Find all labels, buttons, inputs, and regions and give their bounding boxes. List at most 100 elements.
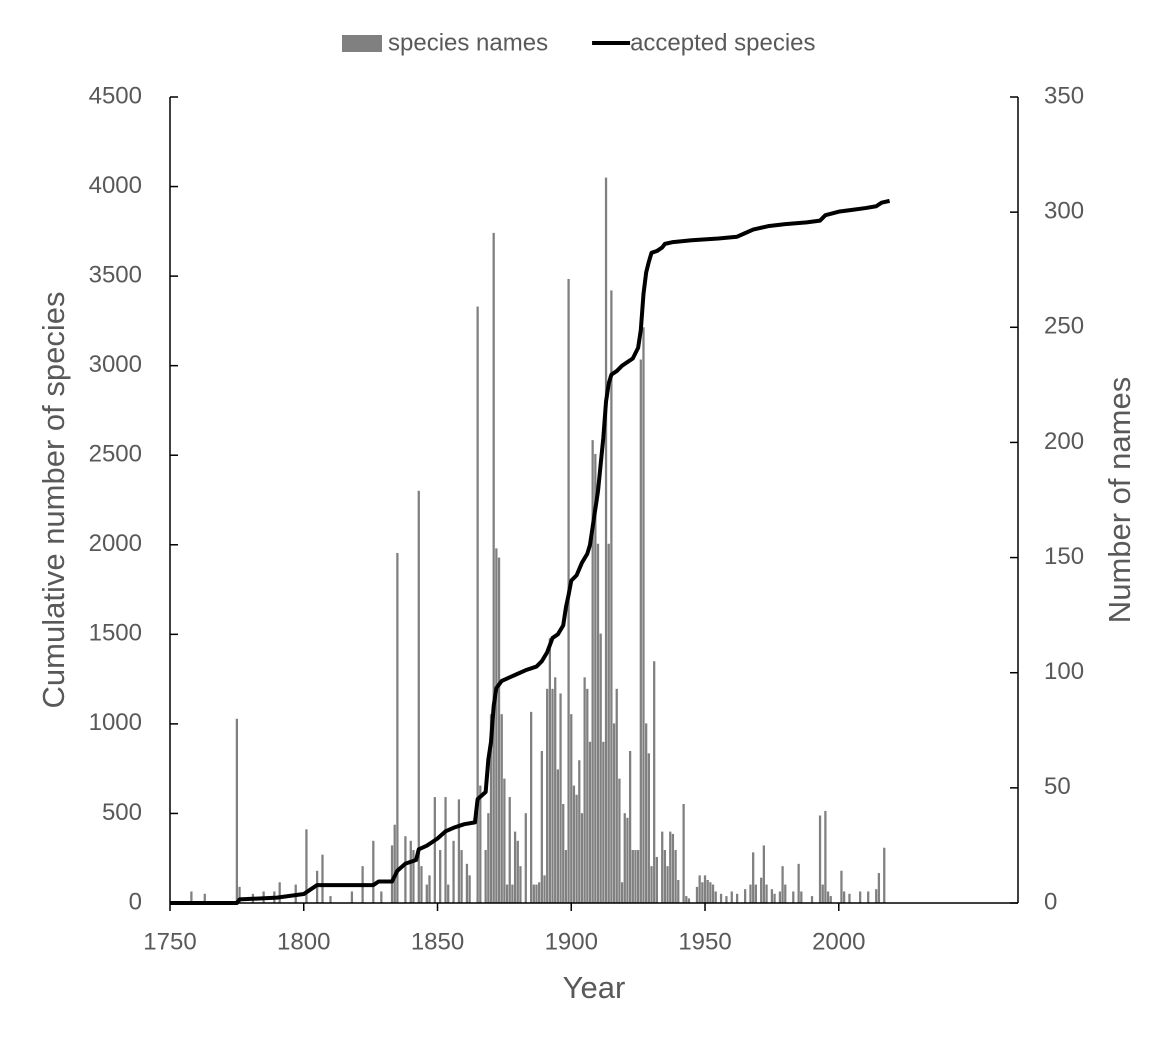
line	[170, 198, 891, 905]
bar	[848, 893, 851, 903]
bar	[420, 866, 423, 903]
bar	[615, 688, 618, 903]
x-tick-label: 1950	[678, 928, 731, 955]
bar	[671, 833, 675, 903]
bar	[556, 769, 560, 903]
bar	[620, 882, 624, 903]
bar	[235, 718, 239, 903]
bar	[575, 794, 578, 903]
bar	[487, 813, 490, 903]
bar	[519, 866, 522, 903]
bar	[709, 882, 712, 903]
bar	[883, 847, 886, 903]
bar	[637, 850, 640, 903]
bar	[564, 850, 568, 903]
bar	[626, 817, 629, 903]
bar	[583, 677, 586, 903]
bar	[532, 884, 535, 903]
bar	[859, 891, 862, 903]
bar	[489, 714, 493, 903]
bar	[476, 306, 479, 903]
bar	[634, 850, 637, 903]
bar	[735, 893, 739, 903]
legend-swatch	[342, 35, 382, 52]
bar	[867, 891, 870, 903]
bar	[674, 850, 677, 903]
bar	[586, 688, 589, 903]
y-tick-label: 500	[102, 799, 142, 826]
y-tick-label: 3000	[89, 351, 142, 378]
bar	[468, 875, 471, 903]
bar	[818, 815, 822, 903]
bar	[711, 884, 715, 903]
y2-tick-label: 50	[1044, 773, 1071, 800]
bar	[439, 850, 442, 903]
bar	[535, 884, 538, 903]
bar	[425, 884, 428, 903]
bar	[685, 896, 688, 903]
bar	[596, 543, 600, 903]
bar	[484, 850, 487, 903]
bar	[669, 831, 672, 903]
bar	[543, 875, 546, 903]
bar	[647, 753, 650, 903]
bar	[396, 552, 399, 903]
bar	[752, 852, 755, 903]
bar	[877, 873, 881, 903]
bar	[372, 840, 375, 903]
bar	[610, 290, 613, 903]
bar	[744, 889, 747, 903]
bar	[562, 803, 565, 903]
bar	[321, 854, 324, 903]
x-tick-label: 1750	[143, 928, 196, 955]
bar	[677, 879, 680, 903]
bar	[460, 850, 463, 903]
y2-tick-label: 200	[1044, 428, 1084, 455]
bar	[350, 891, 354, 903]
bar	[687, 898, 691, 903]
bar	[417, 490, 420, 903]
bar	[505, 884, 509, 903]
bar	[682, 803, 685, 903]
bar	[554, 677, 557, 903]
bar	[760, 877, 763, 903]
bar	[203, 893, 206, 903]
bar	[653, 661, 656, 903]
bar	[842, 891, 846, 903]
bar	[792, 891, 795, 903]
bar	[238, 886, 241, 903]
bar	[810, 896, 814, 903]
bar	[492, 232, 495, 903]
bar	[695, 886, 699, 903]
y-tick-label: 4500	[89, 82, 142, 109]
bar	[511, 884, 514, 903]
y-tick-label: 2500	[89, 441, 142, 468]
bar	[655, 856, 659, 903]
bar	[773, 893, 776, 903]
bar	[623, 813, 626, 903]
bar	[612, 723, 616, 903]
bar	[452, 840, 455, 903]
y-tick-label: 4000	[89, 172, 142, 199]
legend-label: species names	[388, 29, 548, 56]
bar	[580, 813, 584, 903]
bar	[497, 557, 501, 903]
bar	[829, 896, 832, 903]
bar	[546, 688, 549, 903]
bar	[513, 831, 517, 903]
bar	[495, 548, 498, 903]
bar	[578, 760, 581, 903]
x-tick-label: 1800	[277, 928, 330, 955]
bar	[412, 850, 415, 903]
bar	[551, 688, 554, 903]
bar	[628, 751, 632, 903]
bar	[500, 714, 503, 903]
bar	[305, 829, 308, 903]
bar	[650, 866, 653, 903]
bar	[444, 797, 447, 903]
y-tick-label: 3500	[89, 261, 142, 288]
y-tick-label: 2000	[89, 530, 142, 557]
bar	[599, 633, 602, 903]
bar	[607, 543, 610, 903]
bar	[639, 359, 642, 903]
